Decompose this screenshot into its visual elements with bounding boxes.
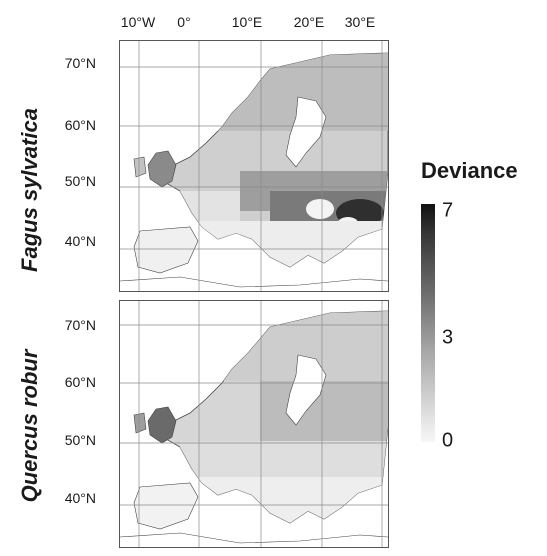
species-label-top: Fagus sylvatica xyxy=(17,108,42,272)
lon-label-30e: 30°E xyxy=(344,14,376,30)
graticule xyxy=(120,41,388,291)
lat-label-bottom-50n: 50°N xyxy=(64,432,96,448)
lat-label-bottom-60n: 60°N xyxy=(64,374,96,390)
lat-label-top-70n: 70°N xyxy=(64,55,96,71)
lat-label-top-40n: 40°N xyxy=(64,233,96,249)
species-label-bottom: Quercus robur xyxy=(17,349,42,503)
british-isles xyxy=(147,150,177,188)
lat-label-bottom-70n: 70°N xyxy=(64,317,96,333)
lat-label-top-60n: 60°N xyxy=(64,117,96,133)
graticule-b xyxy=(120,301,388,547)
africa-coast-b xyxy=(120,532,388,544)
colorbar-gradient xyxy=(421,204,435,442)
map-quercus xyxy=(120,301,388,547)
ireland xyxy=(133,156,147,178)
lon-label-10w: 10°W xyxy=(120,14,156,30)
lon-label-20e: 20°E xyxy=(293,14,325,30)
map-fagus xyxy=(120,41,388,291)
colorbar-title: Deviance xyxy=(421,158,518,183)
baltic-sea-b xyxy=(285,354,327,426)
africa-coast xyxy=(120,276,388,288)
map-panel-quercus xyxy=(119,300,389,548)
lon-label-0: 0° xyxy=(177,14,191,30)
ireland-b xyxy=(133,412,147,434)
iberia-b xyxy=(133,482,199,530)
iberia xyxy=(133,226,199,274)
lat-label-bottom-40n: 40°N xyxy=(64,490,96,506)
colorbar-tick-3: 3 xyxy=(442,326,454,349)
lat-label-top-50n: 50°N xyxy=(64,173,96,189)
colorbar-tick-0: 0 xyxy=(442,429,454,452)
lon-label-10e: 10°E xyxy=(231,14,263,30)
british-isles-b xyxy=(147,406,177,444)
colorbar-tick-7: 7 xyxy=(442,199,454,222)
map-panel-fagus xyxy=(119,40,389,292)
